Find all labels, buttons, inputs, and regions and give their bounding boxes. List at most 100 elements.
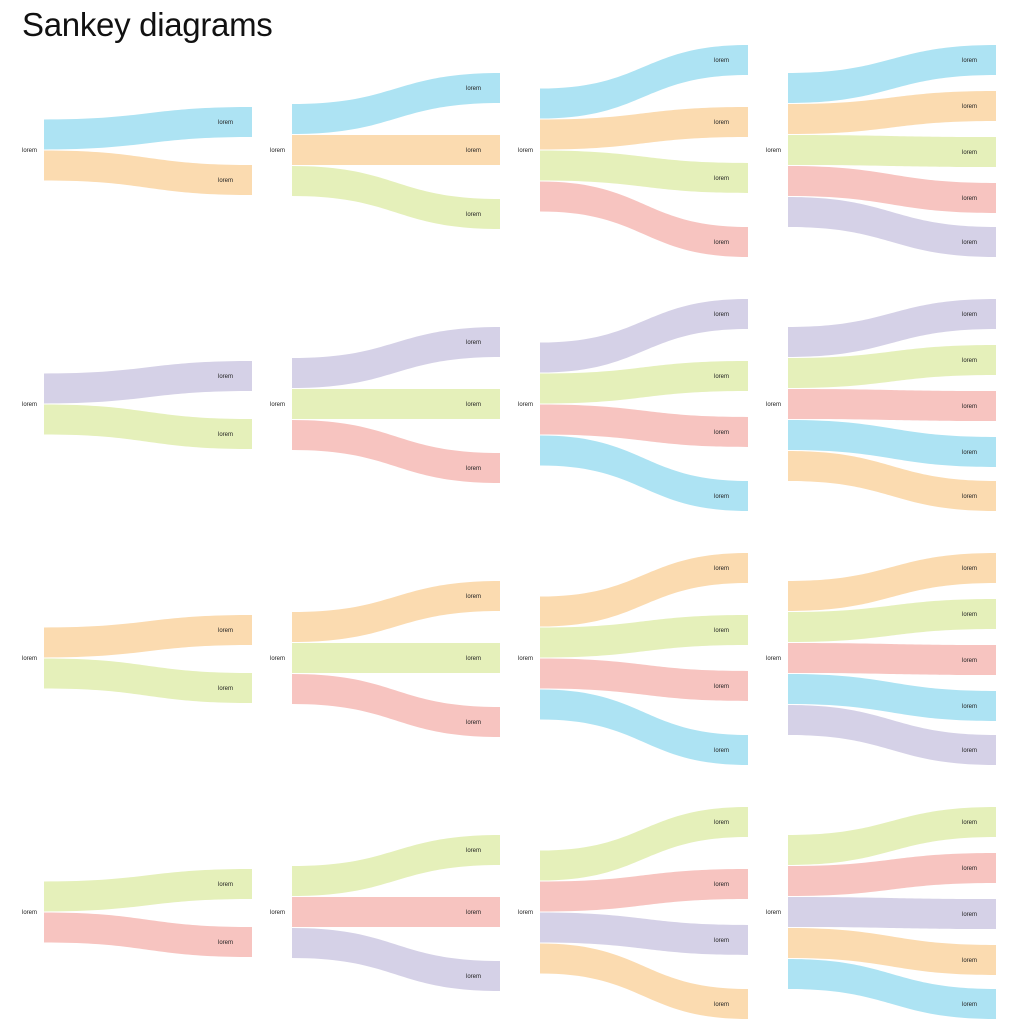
sankey-flow-red bbox=[292, 897, 500, 927]
target-node-label: lorem bbox=[466, 466, 481, 472]
sankey-diagram: lorem lorem lorem bbox=[22, 869, 252, 957]
sankey-flow-orange bbox=[788, 928, 996, 975]
target-node-label: lorem bbox=[466, 340, 481, 346]
sankey-flow-green bbox=[540, 150, 748, 193]
sankey-flow-orange bbox=[292, 135, 500, 165]
sankey-flow-red bbox=[540, 658, 748, 701]
source-node-label: lorem bbox=[22, 910, 37, 916]
sankey-flow-purple bbox=[292, 928, 500, 991]
source-node-label: lorem bbox=[518, 656, 533, 662]
target-node-label: lorem bbox=[714, 748, 729, 754]
target-node-label: lorem bbox=[218, 686, 233, 692]
sankey-diagram: lorem lorem lorem bbox=[22, 361, 252, 449]
sankey-flow-red bbox=[540, 181, 748, 257]
target-node-label: lorem bbox=[714, 312, 729, 318]
source-node-label: lorem bbox=[22, 148, 37, 154]
target-node-label: lorem bbox=[962, 312, 977, 318]
sankey-flow-red bbox=[292, 674, 500, 737]
target-node-label: lorem bbox=[714, 430, 729, 436]
target-node-label: lorem bbox=[962, 240, 977, 246]
sankey-flow-green bbox=[292, 389, 500, 419]
target-node-label: lorem bbox=[962, 704, 977, 710]
sankey-flow-blue bbox=[292, 73, 500, 134]
sankey-flow-orange bbox=[540, 553, 748, 627]
sankey-flow-orange bbox=[540, 943, 748, 1019]
sankey-flow-red bbox=[788, 389, 996, 421]
target-node-label: lorem bbox=[714, 240, 729, 246]
sankey-diagram: lorem lorem lorem lorem bbox=[270, 835, 500, 991]
target-node-label: lorem bbox=[962, 748, 977, 754]
sankey-diagram: lorem lorem lorem lorem lorem bbox=[518, 299, 748, 511]
sankey-diagram: lorem lorem lorem lorem lorem lorem bbox=[766, 553, 996, 765]
sankey-flow-green bbox=[292, 835, 500, 896]
sankey-diagram: lorem lorem lorem lorem lorem lorem bbox=[766, 45, 996, 257]
sankey-diagram: lorem lorem lorem bbox=[22, 107, 252, 195]
sankey-flow-orange bbox=[44, 615, 252, 658]
sankey-flow-green bbox=[788, 599, 996, 642]
sankey-flow-purple bbox=[540, 912, 748, 955]
target-node-label: lorem bbox=[218, 178, 233, 184]
target-node-label: lorem bbox=[962, 1002, 977, 1008]
page-title: Sankey diagrams bbox=[22, 6, 273, 43]
target-node-label: lorem bbox=[466, 720, 481, 726]
target-node-label: lorem bbox=[962, 494, 977, 500]
target-node-label: lorem bbox=[962, 58, 977, 64]
target-node-label: lorem bbox=[962, 150, 977, 156]
sankey-flow-orange bbox=[44, 150, 252, 195]
sankey-diagram: lorem lorem lorem lorem lorem lorem bbox=[766, 807, 996, 1019]
sankey-diagram: lorem lorem lorem bbox=[22, 615, 252, 703]
sankey-flow-blue bbox=[44, 107, 252, 150]
sankey-flow-blue bbox=[788, 45, 996, 103]
target-node-label: lorem bbox=[714, 628, 729, 634]
target-node-label: lorem bbox=[466, 594, 481, 600]
target-node-label: lorem bbox=[962, 404, 977, 410]
target-node-label: lorem bbox=[466, 402, 481, 408]
target-node-label: lorem bbox=[714, 58, 729, 64]
target-node-label: lorem bbox=[714, 882, 729, 888]
sankey-flow-red bbox=[788, 166, 996, 213]
sankey-flow-green bbox=[788, 345, 996, 388]
sankey-flow-red bbox=[540, 404, 748, 447]
source-node-label: lorem bbox=[766, 148, 781, 154]
sankey-flow-purple bbox=[788, 705, 996, 765]
sankey-diagram: lorem lorem lorem lorem lorem lorem bbox=[766, 299, 996, 511]
target-node-label: lorem bbox=[218, 374, 233, 380]
source-node-label: lorem bbox=[270, 148, 285, 154]
source-node-label: lorem bbox=[270, 910, 285, 916]
target-node-label: lorem bbox=[714, 176, 729, 182]
sankey-diagram: lorem lorem lorem lorem bbox=[270, 581, 500, 737]
sankey-flow-blue bbox=[540, 45, 748, 119]
target-node-label: lorem bbox=[218, 940, 233, 946]
sankey-flow-orange bbox=[540, 107, 748, 150]
sankey-flow-blue bbox=[540, 435, 748, 511]
target-node-label: lorem bbox=[962, 450, 977, 456]
target-node-label: lorem bbox=[466, 974, 481, 980]
source-node-label: lorem bbox=[270, 402, 285, 408]
sankey-diagram: lorem lorem lorem lorem bbox=[270, 327, 500, 483]
target-node-label: lorem bbox=[962, 358, 977, 364]
sankey-flow-purple bbox=[788, 299, 996, 357]
target-node-label: lorem bbox=[714, 566, 729, 572]
sankey-flow-purple bbox=[292, 327, 500, 388]
target-node-label: lorem bbox=[962, 612, 977, 618]
sankey-flow-green bbox=[540, 807, 748, 881]
sankey-flow-orange bbox=[788, 91, 996, 134]
sankey-flow-green bbox=[788, 807, 996, 865]
sankey-flow-purple bbox=[540, 299, 748, 373]
source-node-label: lorem bbox=[270, 656, 285, 662]
target-node-label: lorem bbox=[962, 866, 977, 872]
source-node-label: lorem bbox=[518, 910, 533, 916]
target-node-label: lorem bbox=[466, 910, 481, 916]
target-node-label: lorem bbox=[962, 196, 977, 202]
sankey-flow-green bbox=[44, 404, 252, 449]
target-node-label: lorem bbox=[962, 912, 977, 918]
sankey-flow-green bbox=[44, 869, 252, 912]
source-node-label: lorem bbox=[766, 910, 781, 916]
source-node-label: lorem bbox=[766, 656, 781, 662]
sankey-flow-blue bbox=[788, 420, 996, 467]
target-node-label: lorem bbox=[962, 958, 977, 964]
sankey-flow-red bbox=[788, 643, 996, 675]
sankey-flow-orange bbox=[292, 581, 500, 642]
sankey-diagram: lorem lorem lorem lorem lorem bbox=[518, 45, 748, 257]
sankey-flow-red bbox=[540, 869, 748, 912]
